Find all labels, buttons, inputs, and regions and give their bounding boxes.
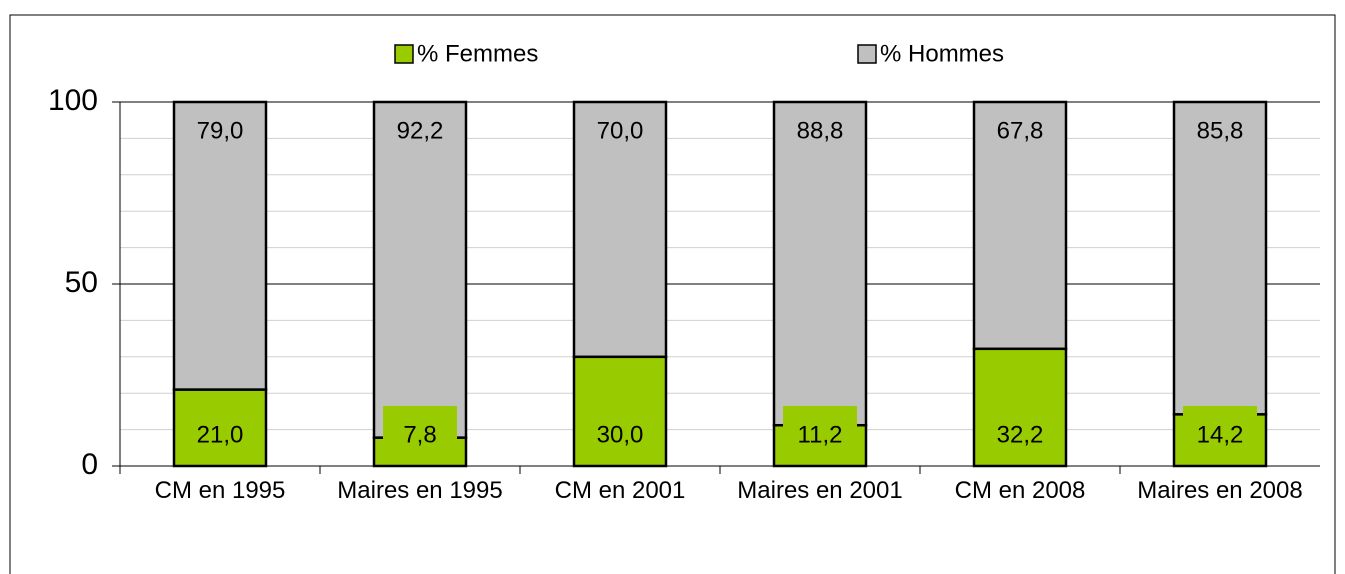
label-bg [783, 406, 857, 462]
data-label: 85,8 [1197, 117, 1244, 144]
bar-segment [372, 100, 468, 439]
legend-swatch [394, 44, 414, 64]
data-label: 7,8 [403, 421, 436, 448]
data-label: 30,0 [597, 421, 644, 448]
data-label: 21,0 [197, 421, 244, 448]
legend-label: % Femmes [417, 40, 538, 67]
data-label: 92,2 [397, 117, 444, 144]
label-bg [183, 406, 257, 462]
x-tick-label: CM en 2001 [554, 477, 686, 504]
data-label: 67,8 [997, 117, 1044, 144]
data-label: 88,8 [797, 117, 844, 144]
x-tick-label: Maires en 2008 [1137, 477, 1303, 504]
label-bg [1183, 406, 1257, 462]
y-tick-label: 50 [65, 266, 98, 299]
bar-segment [172, 100, 268, 391]
x-tick-label: Maires en 1995 [337, 477, 503, 504]
y-tick-label: 100 [48, 84, 98, 117]
data-label: 79,0 [197, 117, 244, 144]
legend-label: % Hommes [880, 40, 1004, 67]
bar-segment [972, 100, 1068, 351]
label-bg [383, 406, 457, 462]
label-bg [983, 406, 1057, 462]
data-label: 70,0 [597, 117, 644, 144]
label-bg [583, 406, 657, 462]
y-tick-label: 0 [81, 448, 98, 481]
bar-segment [572, 100, 668, 359]
legend-swatch [857, 44, 877, 64]
data-label: 11,2 [798, 421, 843, 448]
x-tick-label: CM en 1995 [154, 477, 286, 504]
x-tick-label: Maires en 2001 [737, 477, 903, 504]
data-label: 32,2 [997, 421, 1044, 448]
data-label: 14,2 [1197, 421, 1244, 448]
bar-segment [1172, 100, 1268, 416]
bar-segment [772, 100, 868, 427]
frame [9, 14, 1336, 574]
x-tick-label: CM en 2008 [954, 477, 1086, 504]
